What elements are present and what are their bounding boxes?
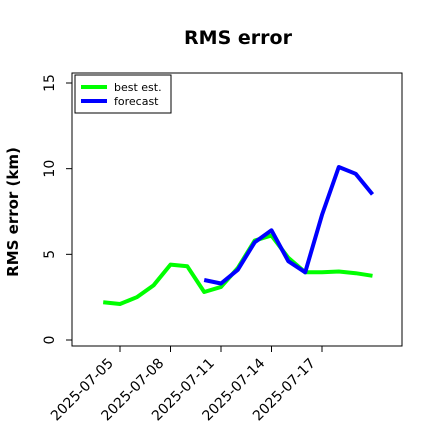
legend-box xyxy=(74,74,172,114)
legend-label-forecast: forecast xyxy=(114,95,159,108)
y-tick-label: 0 xyxy=(42,336,58,345)
x-axis: 2025-07-052025-07-082025-07-112025-07-14… xyxy=(48,346,323,424)
y-tick-label: 5 xyxy=(42,250,58,259)
y-tick-label: 10 xyxy=(42,160,58,178)
plot-frame xyxy=(71,72,403,347)
series-layer xyxy=(102,165,375,306)
legend: best est. forecast xyxy=(74,74,172,114)
y-axis-label: RMS error (km) xyxy=(4,147,22,277)
chart-title: RMS error xyxy=(184,27,293,49)
y-tick-label: 15 xyxy=(42,74,58,92)
legend-label-best-est: best est. xyxy=(114,81,162,94)
y-axis: 0 5 10 15 xyxy=(42,74,72,344)
series-line-forecast xyxy=(203,165,375,286)
